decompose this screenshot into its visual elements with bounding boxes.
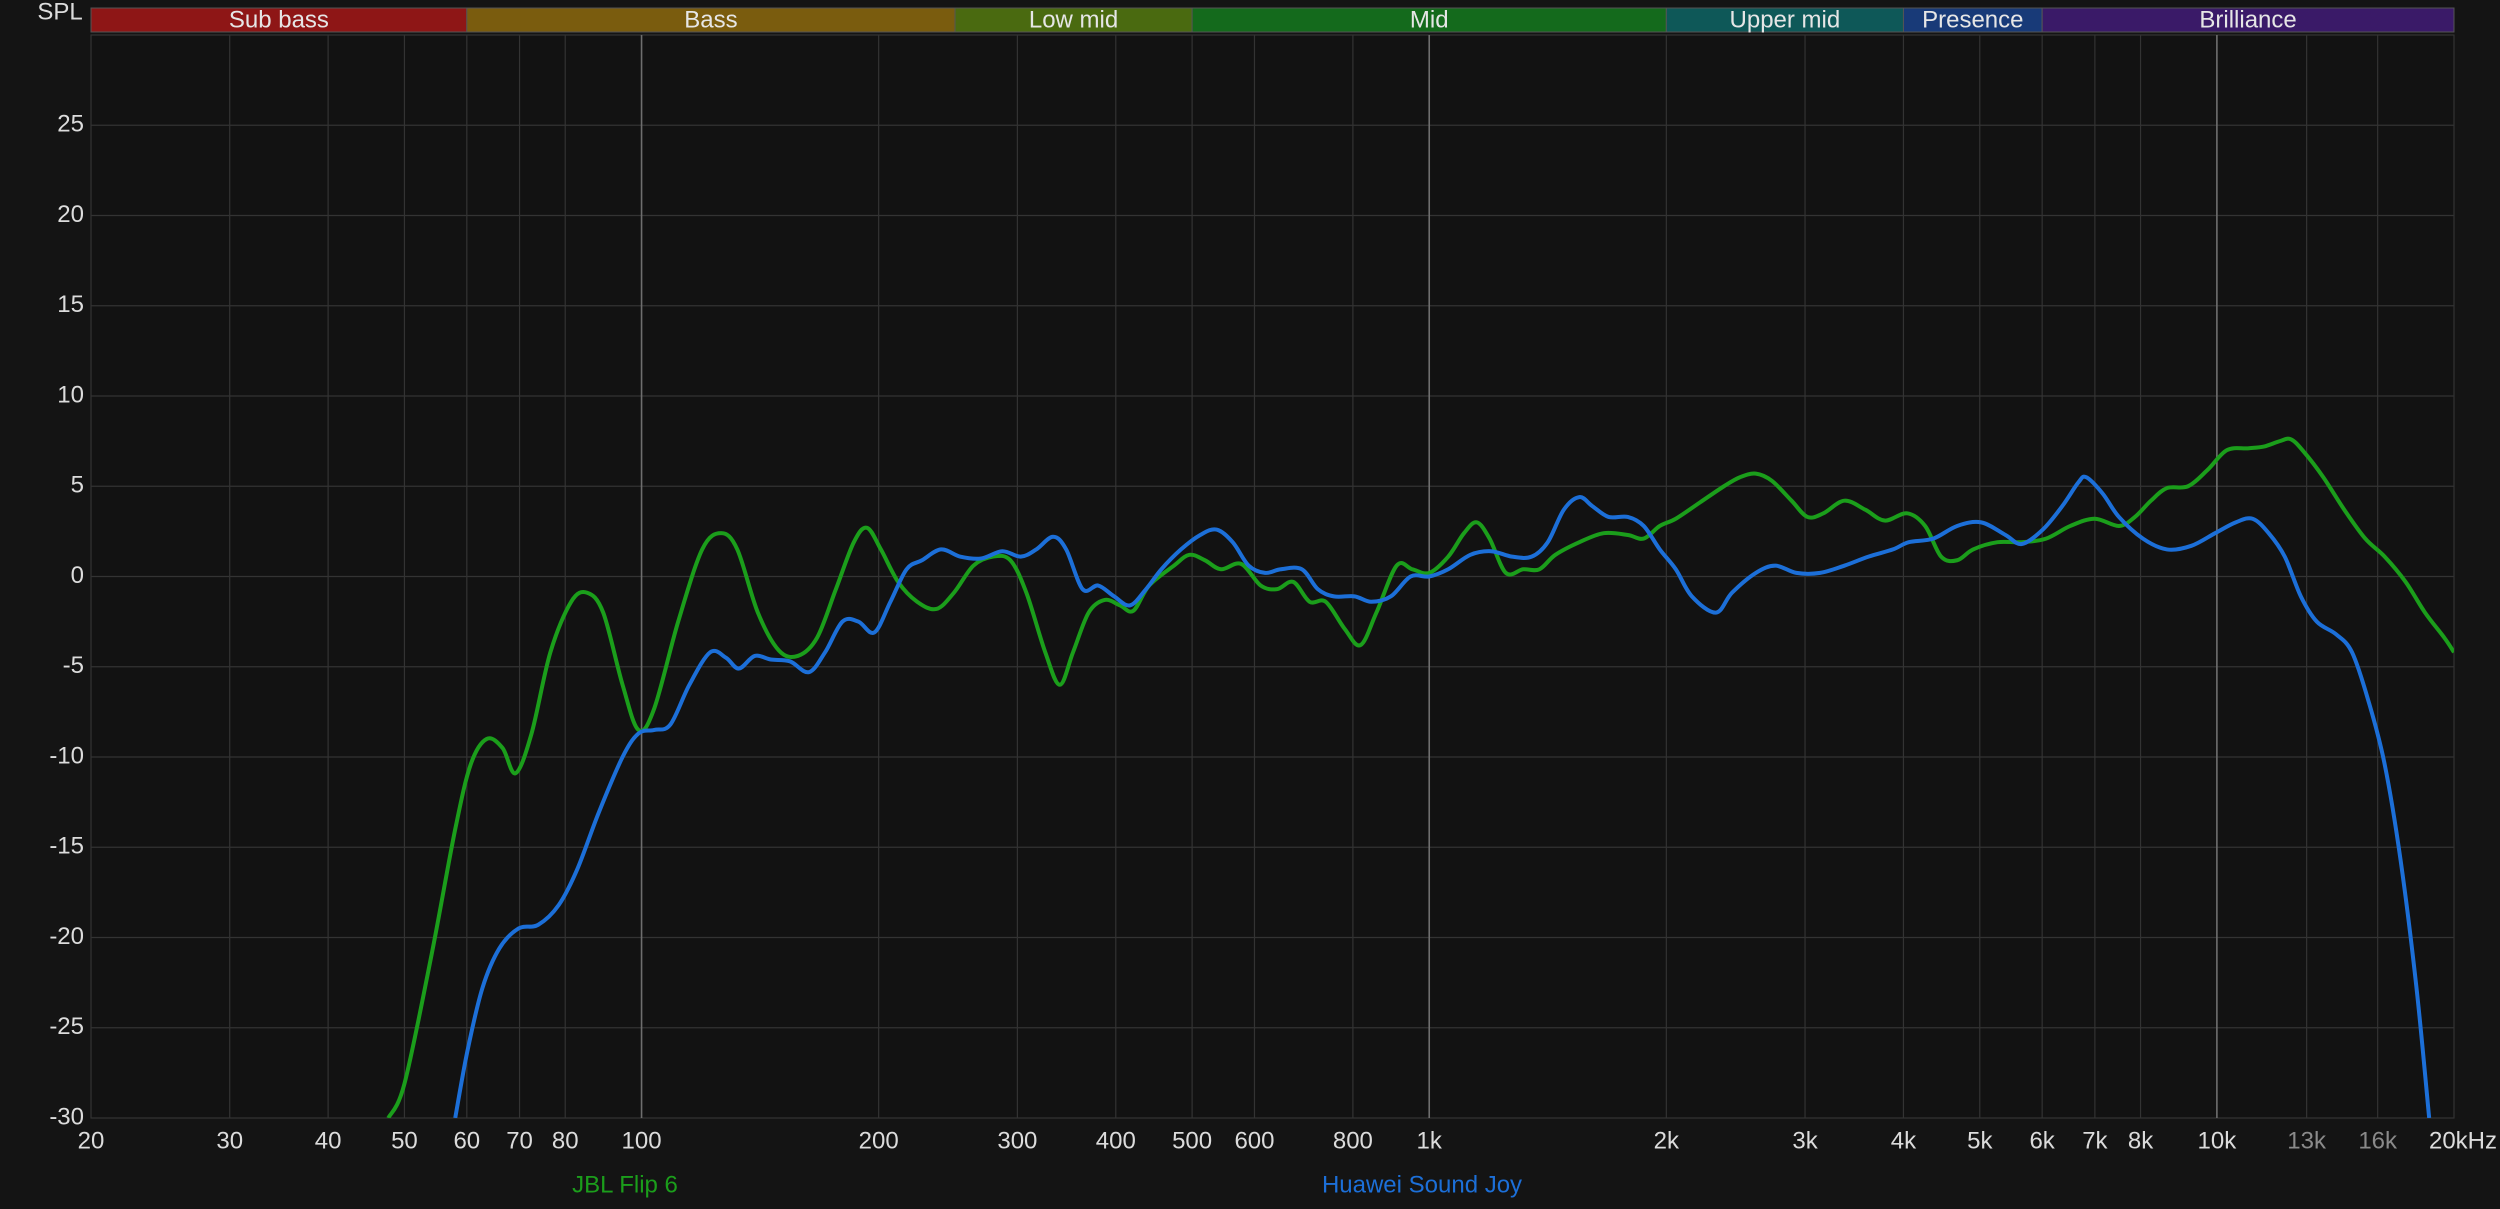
y-tick-label: -10 bbox=[49, 742, 84, 769]
y-tick-label: -30 bbox=[49, 1103, 84, 1130]
band bbox=[90, 7, 468, 33]
y-tick-label: 5 bbox=[71, 472, 84, 499]
y-tick-label: -20 bbox=[49, 923, 84, 950]
y-tick-label: -15 bbox=[49, 833, 84, 860]
legend-label: JBL Flip 6 bbox=[572, 1171, 678, 1198]
x-tick-label: 10k bbox=[2198, 1127, 2238, 1154]
x-tick-label: 7k bbox=[2082, 1127, 2108, 1154]
band-label: Sub bass bbox=[229, 6, 329, 33]
band bbox=[466, 7, 956, 33]
line bbox=[453, 474, 2432, 1118]
x-tick-label: 600 bbox=[1234, 1127, 1274, 1154]
x-tick-label: 80 bbox=[552, 1127, 579, 1154]
band bbox=[954, 7, 1193, 33]
x-tick-label: 500 bbox=[1172, 1127, 1212, 1154]
x-tick-label: 50 bbox=[391, 1127, 418, 1154]
x-tick-label: 2k bbox=[1654, 1127, 1680, 1154]
x-tick-label: 100 bbox=[622, 1127, 662, 1154]
y-tick-label: -5 bbox=[63, 652, 84, 679]
x-tick-label: 70 bbox=[506, 1127, 533, 1154]
x-tick-label: 40 bbox=[315, 1127, 342, 1154]
y-tick-label: 15 bbox=[57, 291, 84, 318]
x-tick-label: 8k bbox=[2128, 1127, 2154, 1154]
y-tick-label: 0 bbox=[71, 562, 84, 589]
band-label: Mid bbox=[1410, 6, 1449, 33]
x-tick-label: 60 bbox=[453, 1127, 480, 1154]
x-tick-label: 20 bbox=[78, 1127, 105, 1154]
band-label: Bass bbox=[684, 6, 737, 33]
y-tick-label: 25 bbox=[57, 111, 84, 138]
legend-label: Huawei Sound Joy bbox=[1322, 1171, 1522, 1198]
line bbox=[386, 436, 2454, 1118]
x-tick-label: 800 bbox=[1333, 1127, 1373, 1154]
y-axis-label: SPL bbox=[37, 0, 82, 25]
x-tick-label: 300 bbox=[997, 1127, 1037, 1154]
x-tick-label: 16k bbox=[2358, 1127, 2398, 1154]
x-tick-label: 30 bbox=[216, 1127, 243, 1154]
band-label: Low mid bbox=[1029, 6, 1118, 33]
x-tick-label: 3k bbox=[1792, 1127, 1818, 1154]
x-tick-label: 4k bbox=[1891, 1127, 1917, 1154]
y-tick-label: 10 bbox=[57, 381, 84, 408]
x-tick-label: 13k bbox=[2287, 1127, 2327, 1154]
band bbox=[2041, 7, 2455, 33]
y-tick-label: 20 bbox=[57, 201, 84, 228]
band bbox=[1665, 7, 1904, 33]
band-label: Presence bbox=[1922, 6, 2023, 33]
x-tick-label: 5k bbox=[1967, 1127, 1993, 1154]
band-label: Upper mid bbox=[1730, 6, 1841, 33]
x-tick-label: 20kHz bbox=[2429, 1127, 2497, 1154]
band bbox=[1191, 7, 1667, 33]
x-tick-label: 1k bbox=[1417, 1127, 1443, 1154]
band-label: Brilliance bbox=[2199, 6, 2296, 33]
x-tick-label: 200 bbox=[859, 1127, 899, 1154]
x-tick-label: 6k bbox=[2029, 1127, 2055, 1154]
y-tick-label: -25 bbox=[49, 1013, 84, 1040]
x-tick-label: 400 bbox=[1096, 1127, 1136, 1154]
